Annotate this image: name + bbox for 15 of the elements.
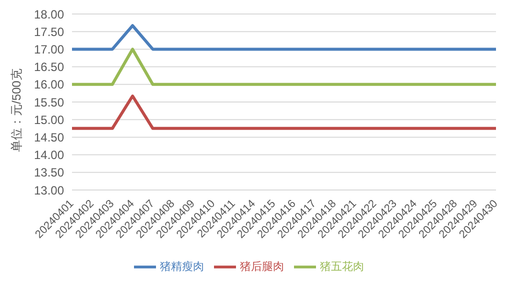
y-tick-label: 16.50 xyxy=(34,60,64,74)
y-axis-title: 单位：元/500克 xyxy=(9,68,24,152)
legend-label: 猪后腿肉 xyxy=(240,260,284,273)
y-tick-label: 18.00 xyxy=(34,7,64,22)
legend-label: 猪精瘦肉 xyxy=(160,260,204,273)
y-tick-label: 17.50 xyxy=(34,24,64,39)
legend-label: 猪五花肉 xyxy=(320,260,364,273)
y-tick-label: 16.00 xyxy=(34,78,64,92)
y-tick-label: 13.00 xyxy=(34,183,64,198)
y-tick-label: 15.50 xyxy=(34,95,64,110)
y-tick-label: 14.00 xyxy=(34,148,64,162)
y-tick-label: 17.00 xyxy=(34,42,64,56)
y-tick-label: 13.50 xyxy=(34,166,64,180)
y-tick-label: 15.00 xyxy=(34,112,64,127)
y-tick-label: 14.50 xyxy=(34,130,64,144)
